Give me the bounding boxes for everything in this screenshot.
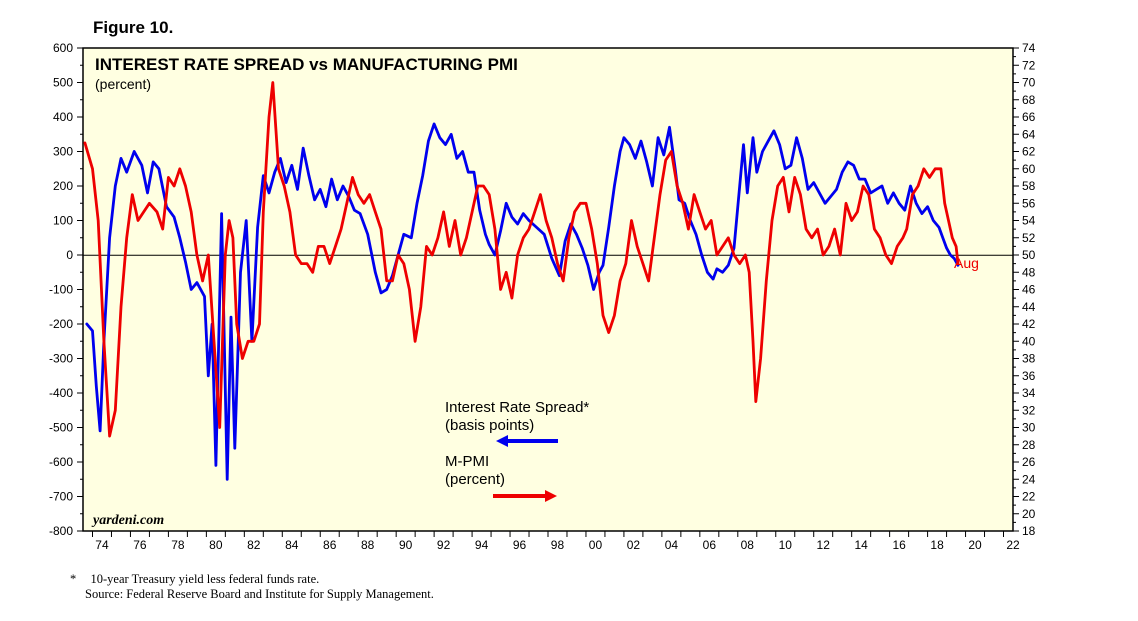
left-axis-tick-label: -800 <box>49 524 73 538</box>
x-axis-tick-label: 08 <box>741 538 755 552</box>
x-axis-tick-label: 94 <box>475 538 489 552</box>
right-axis-tick-label: 50 <box>1022 248 1036 262</box>
right-axis-tick-label: 62 <box>1022 145 1036 159</box>
right-axis-tick-label: 42 <box>1022 317 1036 331</box>
left-axis-tick-label: -500 <box>49 421 73 435</box>
left-axis-tick-label: -200 <box>49 317 73 331</box>
x-axis-tick-label: 96 <box>513 538 527 552</box>
legend-spread: Interest Rate Spread* (basis points) <box>445 399 589 447</box>
chart-title: INTEREST RATE SPREAD vs MANUFACTURING PM… <box>95 55 518 74</box>
right-axis-tick-label: 58 <box>1022 179 1036 193</box>
spread-series-line <box>85 122 960 481</box>
left-axis-tick-label: 600 <box>53 41 73 55</box>
right-axis-tick-label: 40 <box>1022 334 1036 348</box>
x-axis-tick-label: 04 <box>665 538 679 552</box>
right-axis-tick-label: 34 <box>1022 386 1036 400</box>
right-axis-tick-label: 32 <box>1022 403 1036 417</box>
footnote-marker: * <box>70 572 77 586</box>
figure-label: Figure 10. <box>93 18 173 37</box>
right-axis-tick-label: 38 <box>1022 352 1036 366</box>
pmi-series-line <box>83 81 960 438</box>
x-axis-tick-label: 10 <box>779 538 793 552</box>
right-axis-tick-label: 66 <box>1022 110 1036 124</box>
chart: Figure 10. INTEREST RATE SPREAD vs MANUF… <box>49 18 1036 552</box>
right-axis-tick-label: 18 <box>1022 524 1036 538</box>
legend-pmi: M-PMI (percent) <box>445 453 557 502</box>
x-axis-tick-label: 84 <box>285 538 299 552</box>
x-axis-tick-label: 82 <box>247 538 261 552</box>
left-axis-tick-label: -400 <box>49 386 73 400</box>
x-axis-tick-label: 18 <box>930 538 944 552</box>
x-axis-tick-label: 80 <box>209 538 223 552</box>
x-axis-tick-label: 76 <box>133 538 147 552</box>
left-axis: 600 500 400 300 200 100 0 -100 -200 -300 -400 -500 -… <box>49 41 83 538</box>
right-axis-tick-label: 68 <box>1022 93 1036 107</box>
footnote-note: * 10-year Treasury yield less federal fu… <box>70 572 319 587</box>
right-axis-tick-label: 28 <box>1022 438 1036 452</box>
legend-spread-sublabel: (basis points) <box>445 417 534 434</box>
x-axis-tick-label: 12 <box>817 538 831 552</box>
x-axis-tick-label: 20 <box>968 538 982 552</box>
left-axis-tick-label: -100 <box>49 283 73 297</box>
left-axis-tick-label: 200 <box>53 179 73 193</box>
chart-subtitle: (percent) <box>95 76 151 92</box>
x-axis-tick-label: 90 <box>399 538 413 552</box>
left-axis-tick-label: -700 <box>49 490 73 504</box>
plot-area <box>82 47 1014 532</box>
x-axis-tick-label: 06 <box>703 538 717 552</box>
right-axis-tick-label: 26 <box>1022 455 1036 469</box>
right-axis: 74 72 70 68 66 64 62 60 58 56 54 52 50 48 46 44 42 40 38 36… <box>1013 41 1036 538</box>
x-axis-tick-label: 78 <box>171 538 185 552</box>
x-axis-tick-label: 88 <box>361 538 375 552</box>
legend-pmi-arrow-head <box>545 490 557 502</box>
x-axis: 74 76 78 80 82 84 86 88 90 92 94 96 98 00 02 04 06 08 10 12… <box>91 531 1020 552</box>
legend-pmi-label: M-PMI <box>445 453 489 470</box>
right-axis-tick-label: 46 <box>1022 283 1036 297</box>
x-axis-tick-label: 74 <box>95 538 109 552</box>
right-axis-tick-label: 52 <box>1022 231 1036 245</box>
right-axis-tick-label: 30 <box>1022 421 1036 435</box>
x-axis-tick-label: 98 <box>551 538 565 552</box>
x-axis-tick-label: 22 <box>1006 538 1020 552</box>
left-axis-tick-label: -600 <box>49 455 73 469</box>
left-axis-tick-label: 400 <box>53 110 73 124</box>
watermark: yardeni.com <box>91 513 164 528</box>
x-axis-tick-label: 02 <box>627 538 641 552</box>
x-axis-tick-label: 14 <box>854 538 868 552</box>
right-axis-tick-label: 22 <box>1022 490 1036 504</box>
x-axis-tick-label: 92 <box>437 538 451 552</box>
right-axis-tick-label: 24 <box>1022 472 1036 486</box>
right-axis-tick-label: 44 <box>1022 300 1036 314</box>
x-axis-tick-label: 86 <box>323 538 337 552</box>
left-axis-tick-label: 300 <box>53 145 73 159</box>
right-axis-tick-label: 48 <box>1022 265 1036 279</box>
right-axis-tick-label: 20 <box>1022 507 1036 521</box>
left-axis-tick-label: 100 <box>53 214 73 228</box>
right-axis-tick-label: 74 <box>1022 41 1036 55</box>
footnote-text: 10-year Treasury yield less federal fund… <box>90 572 320 586</box>
right-axis-tick-label: 56 <box>1022 196 1036 210</box>
x-axis-tick-label: 16 <box>892 538 906 552</box>
end-label: Aug <box>954 255 979 271</box>
right-axis-tick-label: 36 <box>1022 369 1036 383</box>
footnote-source: Source: Federal Reserve Board and Instit… <box>85 587 434 601</box>
right-axis-tick-label: 64 <box>1022 127 1036 141</box>
left-axis-tick-label: 500 <box>53 76 73 90</box>
left-axis-tick-label: 0 <box>66 248 73 262</box>
right-axis-tick-label: 54 <box>1022 214 1036 228</box>
legend-spread-label: Interest Rate Spread* <box>445 399 589 416</box>
right-axis-tick-label: 70 <box>1022 76 1036 90</box>
right-axis-tick-label: 60 <box>1022 162 1036 176</box>
legend-pmi-sublabel: (percent) <box>445 471 505 488</box>
right-axis-tick-label: 72 <box>1022 58 1036 72</box>
series-layer <box>83 81 960 481</box>
legend-spread-arrow-head <box>496 435 508 447</box>
x-axis-tick-label: 00 <box>589 538 603 552</box>
left-axis-tick-label: -300 <box>49 352 73 366</box>
